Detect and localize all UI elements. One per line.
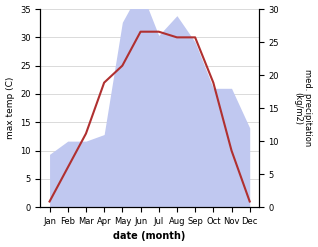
X-axis label: date (month): date (month) xyxy=(114,231,186,242)
Y-axis label: med. precipitation
(kg/m2): med. precipitation (kg/m2) xyxy=(293,69,313,147)
Y-axis label: max temp (C): max temp (C) xyxy=(5,77,15,139)
